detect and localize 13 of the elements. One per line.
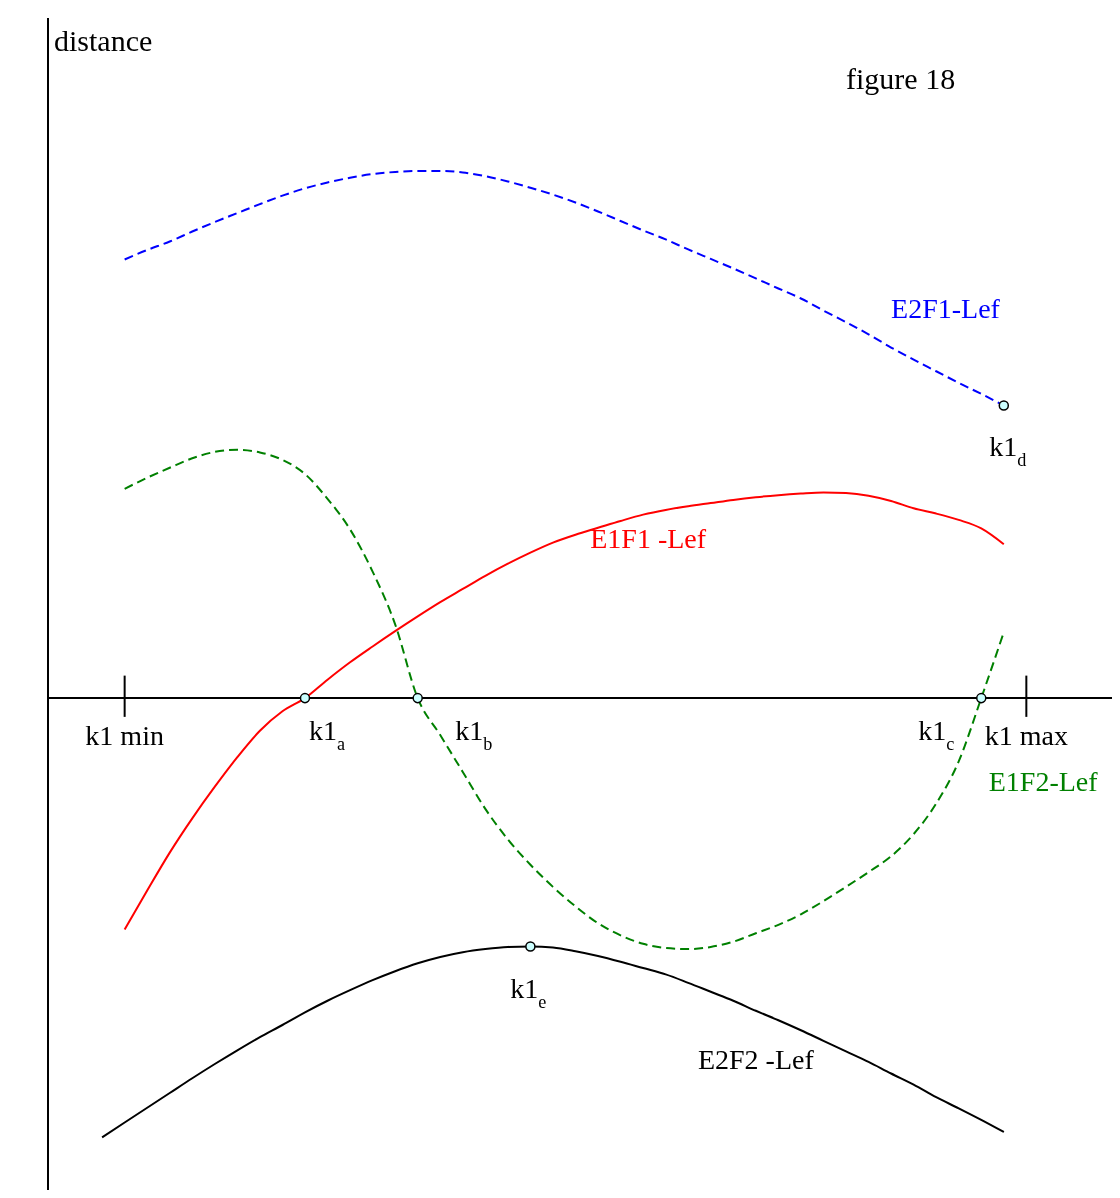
x-tick-label: k1 max [984,719,1068,751]
series-label: E2F1-Lef [891,292,1001,324]
annotation: k1$_{c}$ [918,715,955,755]
series-label: E1F1 -Lef [590,523,707,555]
annotation: k1$_{b}$ [455,715,493,755]
annotation: k1$_{a}$ [308,715,346,755]
chart-title: figure 18 [846,62,956,96]
series-label: E1F2-Lef [988,766,1099,798]
series-label: E2F2 -Lef [697,1043,815,1075]
y-axis-title: distance [54,24,153,58]
annotation: k1$_{e}$ [510,973,547,1013]
x-tick-label: k1 min [85,719,164,751]
annotation: k1$_{d}$ [989,430,1027,470]
